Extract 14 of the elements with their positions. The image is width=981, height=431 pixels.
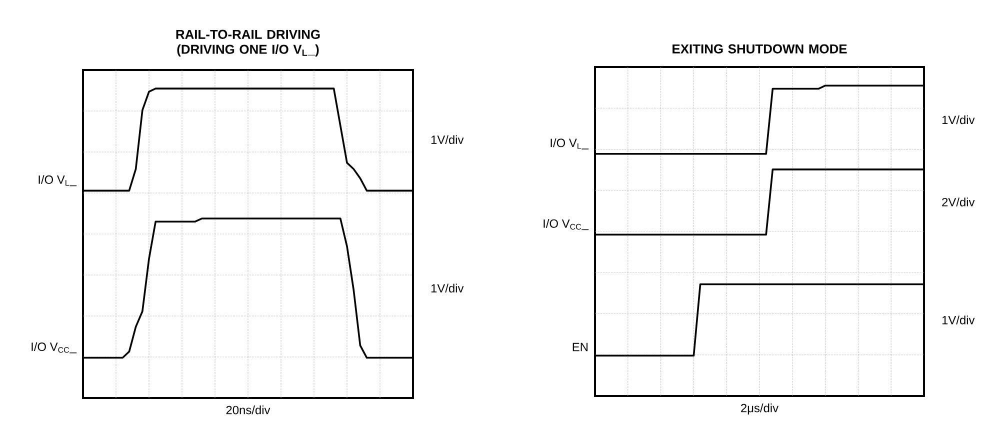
text: 1V/div [431,284,464,293]
x-axis-title: 2μs/div [741,404,779,414]
x-axis-title: 20ns/div [226,406,270,414]
chart-title: RAIL-TO-RAIL DRIVING (DRIVING ONE I/O V$_{L}$_) [176,30,320,56]
text: 1V/div [942,316,975,324]
series-label: I/O V$_{L}$_ [550,138,589,150]
series-label: I/O V$_{CC}$_ [32,342,77,354]
text: 2V/div [942,198,975,206]
series-label: I/O V$_{CC}$_ [544,219,589,230]
text: 1V/div [431,135,464,144]
chart-title: EXITING SHUTDOWN MODE [672,44,847,54]
series-label: EN [572,342,588,352]
series-label: I/O V$_{L}$_ [38,175,77,186]
text: 1V/div [942,115,975,124]
